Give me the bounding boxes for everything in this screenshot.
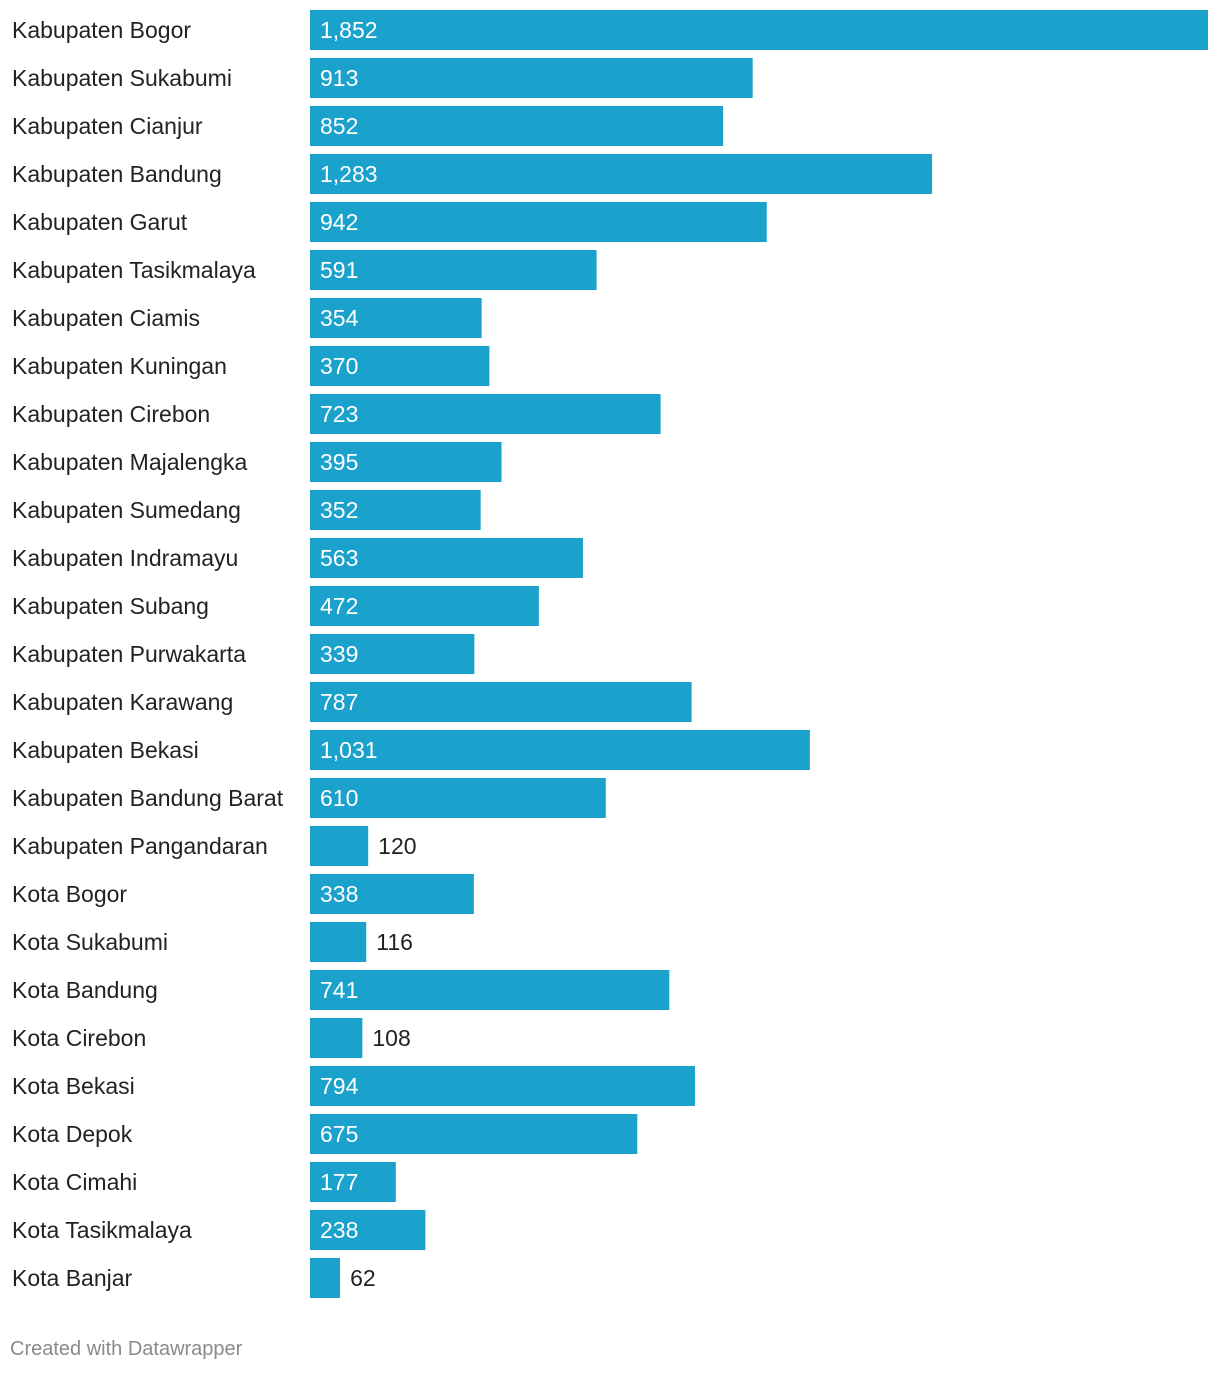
bar	[310, 1114, 638, 1154]
bar	[310, 538, 583, 578]
bar-value-label: 563	[320, 545, 358, 571]
category-label: Kota Cirebon	[12, 1025, 146, 1051]
category-label: Kabupaten Purwakarta	[12, 641, 246, 667]
category-label: Kabupaten Sukabumi	[12, 65, 232, 91]
category-label: Kota Bogor	[12, 881, 127, 907]
bar-value-label: 354	[320, 305, 359, 331]
bar	[310, 586, 539, 626]
bar	[310, 394, 661, 434]
bar	[310, 1162, 396, 1202]
category-label: Kabupaten Bogor	[12, 17, 191, 43]
bar	[310, 874, 474, 914]
bar-value-label: 62	[350, 1265, 376, 1291]
bar	[310, 778, 606, 818]
bar	[310, 1066, 695, 1106]
bar	[310, 1258, 341, 1298]
bar-value-label: 942	[320, 209, 358, 235]
bar-chart: Kabupaten Bogor 1,852 Kabupaten Sukabumi 91…	[12, 10, 1208, 1298]
bar-value-label: 852	[320, 113, 358, 139]
bar	[310, 826, 369, 866]
category-label: Kabupaten Indramayu	[12, 545, 238, 571]
bar	[310, 298, 482, 338]
bar	[310, 58, 753, 98]
bar-value-label: 591	[320, 257, 358, 283]
category-label: Kabupaten Karawang	[12, 689, 233, 715]
datawrapper-credit: Created with Datawrapper	[10, 1338, 243, 1360]
category-label: Kota Banjar	[12, 1265, 133, 1291]
bar	[310, 202, 767, 242]
bar-value-label: 1,852	[320, 17, 378, 43]
category-label: Kota Cimahi	[12, 1169, 137, 1195]
bar-value-label: 352	[320, 497, 358, 523]
bar-value-label: 116	[376, 929, 413, 955]
category-label: Kota Sukabumi	[12, 929, 168, 955]
bar	[310, 682, 692, 722]
category-label: Kabupaten Cirebon	[12, 401, 210, 427]
category-label: Kabupaten Bandung	[12, 161, 222, 187]
bar-value-label: 120	[378, 833, 416, 859]
bar-value-label: 723	[320, 401, 358, 427]
category-label: Kabupaten Pangandaran	[12, 833, 268, 859]
bar-value-label: 741	[320, 977, 358, 1003]
bar	[310, 490, 481, 530]
bar-value-label: 177	[320, 1169, 358, 1195]
category-label: Kabupaten Ciamis	[12, 305, 200, 331]
category-label: Kabupaten Bandung Barat	[12, 785, 284, 811]
bar	[310, 106, 724, 146]
bar-value-label: 1,031	[320, 737, 378, 763]
category-label: Kabupaten Garut	[12, 209, 188, 235]
category-label: Kabupaten Tasikmalaya	[12, 257, 256, 283]
category-label: Kabupaten Kuningan	[12, 353, 227, 379]
bar-value-label: 1,283	[320, 161, 378, 187]
bar-value-label: 338	[320, 881, 358, 907]
bar-value-label: 339	[320, 641, 358, 667]
bar	[310, 730, 810, 770]
category-label: Kota Tasikmalaya	[12, 1217, 192, 1243]
bar-value-label: 913	[320, 65, 358, 91]
category-label: Kota Bekasi	[12, 1073, 135, 1099]
bar	[310, 634, 475, 674]
bar-value-label: 370	[320, 353, 358, 379]
bar	[310, 1018, 363, 1058]
category-label: Kabupaten Subang	[12, 593, 209, 619]
bar	[310, 970, 670, 1010]
bar	[310, 154, 933, 194]
bar-value-label: 395	[320, 449, 358, 475]
bar	[310, 250, 597, 290]
bar	[310, 346, 490, 386]
bar-value-label: 610	[320, 785, 358, 811]
category-label: Kota Depok	[12, 1121, 133, 1147]
bar-value-label: 787	[320, 689, 358, 715]
category-label: Kabupaten Bekasi	[12, 737, 199, 763]
category-label: Kabupaten Cianjur	[12, 113, 203, 139]
category-label: Kota Bandung	[12, 977, 158, 1003]
bar	[310, 10, 1208, 50]
bar	[310, 1210, 426, 1250]
bar	[310, 442, 502, 482]
bar-value-label: 108	[372, 1025, 410, 1051]
bar-value-label: 675	[320, 1121, 358, 1147]
bar-value-label: 238	[320, 1217, 358, 1243]
bar-value-label: 794	[320, 1073, 359, 1099]
category-label: Kabupaten Majalengka	[12, 449, 247, 475]
bar	[310, 922, 367, 962]
category-label: Kabupaten Sumedang	[12, 497, 241, 523]
bar-value-label: 472	[320, 593, 358, 619]
